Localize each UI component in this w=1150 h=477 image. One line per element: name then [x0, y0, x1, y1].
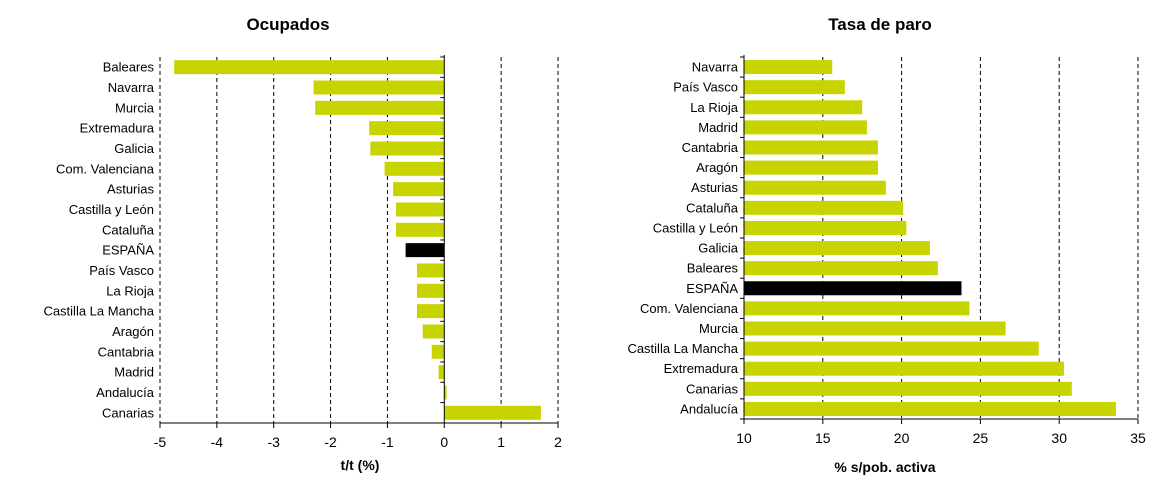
tick-label: 15 — [815, 430, 831, 446]
bar-la-rioja — [416, 283, 445, 298]
category-label: Cataluña — [686, 200, 739, 215]
chart-title: Tasa de paro — [828, 15, 932, 34]
bar-andalucía — [744, 401, 1116, 416]
bar-castilla-la-mancha — [744, 341, 1039, 356]
category-label: Canarias — [102, 405, 155, 420]
category-label: Com. Valenciana — [640, 301, 739, 316]
category-label: Castilla y León — [69, 202, 154, 217]
bar-aragón — [422, 324, 445, 339]
bar-madrid — [438, 365, 445, 380]
category-label: La Rioja — [690, 100, 738, 115]
bar-españa — [405, 243, 445, 258]
bar-galicia — [744, 241, 930, 256]
bar-andalucía — [444, 385, 447, 400]
category-label: Madrid — [698, 120, 738, 135]
bar-com-valenciana — [744, 301, 970, 316]
tick-label: 25 — [973, 430, 989, 446]
category-label: Baleares — [687, 261, 739, 276]
tick-label: -4 — [211, 434, 224, 450]
category-label: Castilla La Mancha — [43, 304, 154, 319]
category-label: Castilla y León — [653, 220, 738, 235]
bar-castilla-la-mancha — [416, 304, 445, 319]
bar-murcia — [744, 321, 1006, 336]
bar-país-vasco — [744, 80, 845, 95]
tick-label: -5 — [154, 434, 167, 450]
category-label: Aragón — [696, 160, 738, 175]
category-label: ESPAÑA — [686, 281, 738, 296]
bar-castilla-y-león — [744, 220, 907, 235]
category-label: Madrid — [114, 365, 154, 380]
category-label: País Vasco — [89, 263, 154, 278]
category-label: Aragón — [112, 324, 154, 339]
x-axis-label: % s/pob. activa — [834, 459, 935, 475]
chart-title: Ocupados — [246, 15, 329, 34]
bar-país-vasco — [416, 263, 445, 278]
bar-castilla-y-león — [395, 202, 445, 217]
bar-españa — [744, 281, 962, 296]
bar-cantabria — [431, 344, 445, 359]
category-label: Galicia — [114, 141, 155, 156]
tick-label: -3 — [267, 434, 280, 450]
category-label: ESPAÑA — [102, 243, 154, 258]
tick-label: 10 — [736, 430, 752, 446]
category-label: Cataluña — [102, 222, 155, 237]
bar-extremadura — [369, 121, 445, 136]
category-label: Com. Valenciana — [56, 161, 155, 176]
x-axis-label: t/t (%) — [341, 457, 380, 473]
tick-label: 35 — [1130, 430, 1146, 446]
chart-1: Ocupados Baleares Navarra Murcia Extremadura… — [43, 15, 562, 473]
tick-label: 0 — [440, 434, 448, 450]
category-label: Castilla La Mancha — [627, 341, 738, 356]
category-label: Asturias — [107, 182, 154, 197]
bar-extremadura — [744, 361, 1064, 376]
category-label: Canarias — [686, 381, 739, 396]
category-label: País Vasco — [673, 80, 738, 95]
bar-baleares — [174, 60, 445, 75]
bar-cataluña — [395, 222, 445, 237]
tick-label: -1 — [381, 434, 394, 450]
category-label: Navarra — [692, 60, 739, 75]
tick-label: -2 — [324, 434, 337, 450]
tick-label: 2 — [554, 434, 562, 450]
category-label: Extremadura — [80, 121, 155, 136]
category-label: Navarra — [108, 80, 155, 95]
category-label: Galicia — [698, 241, 739, 256]
tick-label: 20 — [894, 430, 910, 446]
bar-cantabria — [744, 140, 878, 155]
category-label: Extremadura — [664, 361, 739, 376]
bar-navarra — [744, 60, 833, 75]
category-label: Murcia — [115, 100, 155, 115]
category-label: Asturias — [691, 180, 738, 195]
bar-la-rioja — [744, 100, 863, 115]
category-label: Baleares — [103, 60, 155, 75]
bar-asturias — [744, 180, 886, 195]
category-label: Andalucía — [96, 385, 155, 400]
chart-2: Tasa de paro Navarra País Vasco La Rioja Mad… — [627, 15, 1146, 475]
bar-navarra — [313, 80, 445, 95]
bar-aragón — [744, 160, 878, 175]
bar-cataluña — [744, 200, 904, 215]
bar-madrid — [744, 120, 867, 135]
bar-com-valenciana — [384, 161, 445, 176]
bar-murcia — [315, 100, 445, 115]
category-label: Andalucía — [680, 401, 739, 416]
tick-label: 30 — [1051, 430, 1067, 446]
bar-asturias — [393, 182, 445, 197]
category-label: Cantabria — [98, 344, 155, 359]
category-label: Murcia — [699, 321, 739, 336]
bar-baleares — [744, 261, 938, 276]
bar-canarias — [744, 381, 1072, 396]
tick-label: 1 — [497, 434, 505, 450]
bar-galicia — [370, 141, 445, 156]
bar-canarias — [444, 405, 541, 420]
category-label: Cantabria — [682, 140, 739, 155]
category-label: La Rioja — [106, 283, 154, 298]
